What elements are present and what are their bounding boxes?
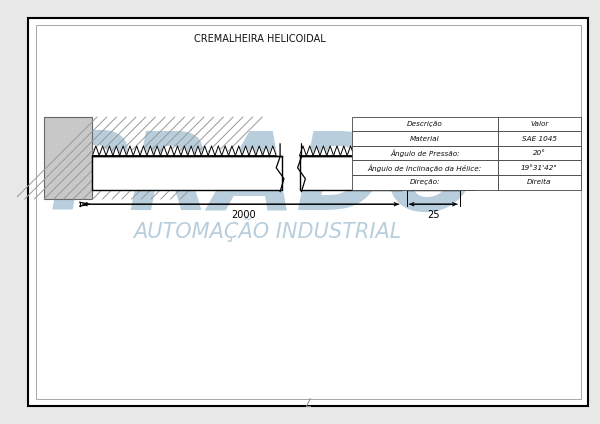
Polygon shape bbox=[313, 146, 320, 156]
Polygon shape bbox=[327, 146, 334, 156]
Bar bbox=[498, 117, 581, 131]
Bar bbox=[352, 146, 498, 160]
Polygon shape bbox=[208, 146, 215, 156]
Polygon shape bbox=[263, 146, 269, 156]
Bar bbox=[352, 117, 498, 131]
Text: Ângulo de Pressão:: Ângulo de Pressão: bbox=[390, 149, 460, 157]
Polygon shape bbox=[140, 146, 147, 156]
Polygon shape bbox=[235, 146, 242, 156]
Polygon shape bbox=[127, 146, 133, 156]
Polygon shape bbox=[106, 146, 113, 156]
Polygon shape bbox=[92, 146, 99, 156]
Polygon shape bbox=[299, 146, 307, 156]
Bar bbox=[498, 146, 581, 160]
Polygon shape bbox=[381, 146, 388, 156]
Bar bbox=[498, 131, 581, 146]
Polygon shape bbox=[256, 146, 263, 156]
Text: 19°31'42": 19°31'42" bbox=[521, 165, 557, 171]
Text: Valor: Valor bbox=[530, 121, 548, 127]
Text: Direita: Direita bbox=[527, 179, 551, 185]
Polygon shape bbox=[269, 146, 276, 156]
Text: 20°: 20° bbox=[533, 150, 545, 156]
Polygon shape bbox=[160, 146, 167, 156]
Polygon shape bbox=[374, 146, 381, 156]
Polygon shape bbox=[154, 146, 160, 156]
Bar bbox=[299, 156, 401, 190]
Polygon shape bbox=[99, 146, 106, 156]
Bar bbox=[92, 156, 282, 190]
Polygon shape bbox=[307, 146, 313, 156]
Bar bbox=[352, 131, 498, 146]
Text: AUTOMAÇÃO INDUSTRIAL: AUTOMAÇÃO INDUSTRIAL bbox=[133, 218, 401, 243]
Bar bbox=[407, 156, 460, 190]
Polygon shape bbox=[354, 146, 361, 156]
Polygon shape bbox=[395, 146, 401, 156]
Bar bbox=[352, 160, 498, 175]
Polygon shape bbox=[119, 146, 127, 156]
Polygon shape bbox=[133, 146, 140, 156]
Bar bbox=[44, 117, 92, 199]
Polygon shape bbox=[188, 146, 194, 156]
Bar bbox=[352, 175, 498, 190]
Text: 25: 25 bbox=[476, 167, 485, 179]
Polygon shape bbox=[167, 146, 174, 156]
Polygon shape bbox=[174, 146, 181, 156]
Polygon shape bbox=[320, 146, 327, 156]
Text: Material: Material bbox=[410, 136, 440, 142]
Polygon shape bbox=[340, 146, 347, 156]
Polygon shape bbox=[242, 146, 249, 156]
Polygon shape bbox=[229, 146, 235, 156]
Text: Ângulo de Inclinação da Hélice:: Ângulo de Inclinação da Hélice: bbox=[368, 164, 482, 171]
Polygon shape bbox=[194, 146, 202, 156]
Polygon shape bbox=[181, 146, 188, 156]
Bar bbox=[498, 160, 581, 175]
Text: CREMALHEIRA HELICOIDAL: CREMALHEIRA HELICOIDAL bbox=[194, 34, 326, 44]
Polygon shape bbox=[202, 146, 208, 156]
Polygon shape bbox=[215, 146, 222, 156]
Text: 25: 25 bbox=[427, 210, 439, 220]
Text: SAE 1045: SAE 1045 bbox=[522, 136, 557, 142]
Text: PRADO: PRADO bbox=[50, 127, 479, 233]
Polygon shape bbox=[368, 146, 374, 156]
Polygon shape bbox=[361, 146, 368, 156]
Polygon shape bbox=[249, 146, 256, 156]
Polygon shape bbox=[222, 146, 229, 156]
Polygon shape bbox=[334, 146, 340, 156]
Bar bbox=[498, 175, 581, 190]
Polygon shape bbox=[388, 146, 395, 156]
Polygon shape bbox=[113, 146, 119, 156]
Polygon shape bbox=[147, 146, 154, 156]
Text: Descrição: Descrição bbox=[407, 121, 443, 127]
Text: 2000: 2000 bbox=[231, 210, 256, 220]
Polygon shape bbox=[347, 146, 354, 156]
Text: Direção:: Direção: bbox=[410, 179, 440, 185]
